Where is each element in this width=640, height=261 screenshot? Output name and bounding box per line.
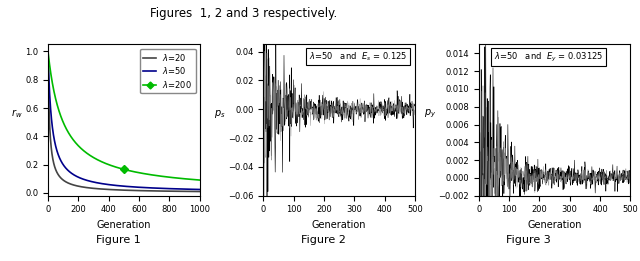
Text: Figure 2: Figure 2 bbox=[301, 235, 346, 245]
X-axis label: Generation: Generation bbox=[312, 220, 367, 230]
Text: $\lambda$=50   and  $E_y$ = 0.03125: $\lambda$=50 and $E_y$ = 0.03125 bbox=[494, 50, 603, 63]
Text: Figure 1: Figure 1 bbox=[96, 235, 141, 245]
Y-axis label: $p_s$: $p_s$ bbox=[214, 108, 226, 120]
X-axis label: Generation: Generation bbox=[527, 220, 582, 230]
Y-axis label: $r_w$: $r_w$ bbox=[11, 107, 22, 120]
Text: Figures  1, 2 and 3 respectively.: Figures 1, 2 and 3 respectively. bbox=[150, 7, 337, 20]
Y-axis label: $p_y$: $p_y$ bbox=[424, 108, 436, 120]
Text: $\lambda$=50   and  $E_s$ = 0.125: $\lambda$=50 and $E_s$ = 0.125 bbox=[309, 50, 407, 63]
Legend: $\lambda$=20, $\lambda$=50, $\lambda$=200: $\lambda$=20, $\lambda$=50, $\lambda$=20… bbox=[140, 49, 195, 93]
Text: Figure 3: Figure 3 bbox=[506, 235, 550, 245]
X-axis label: Generation: Generation bbox=[97, 220, 151, 230]
